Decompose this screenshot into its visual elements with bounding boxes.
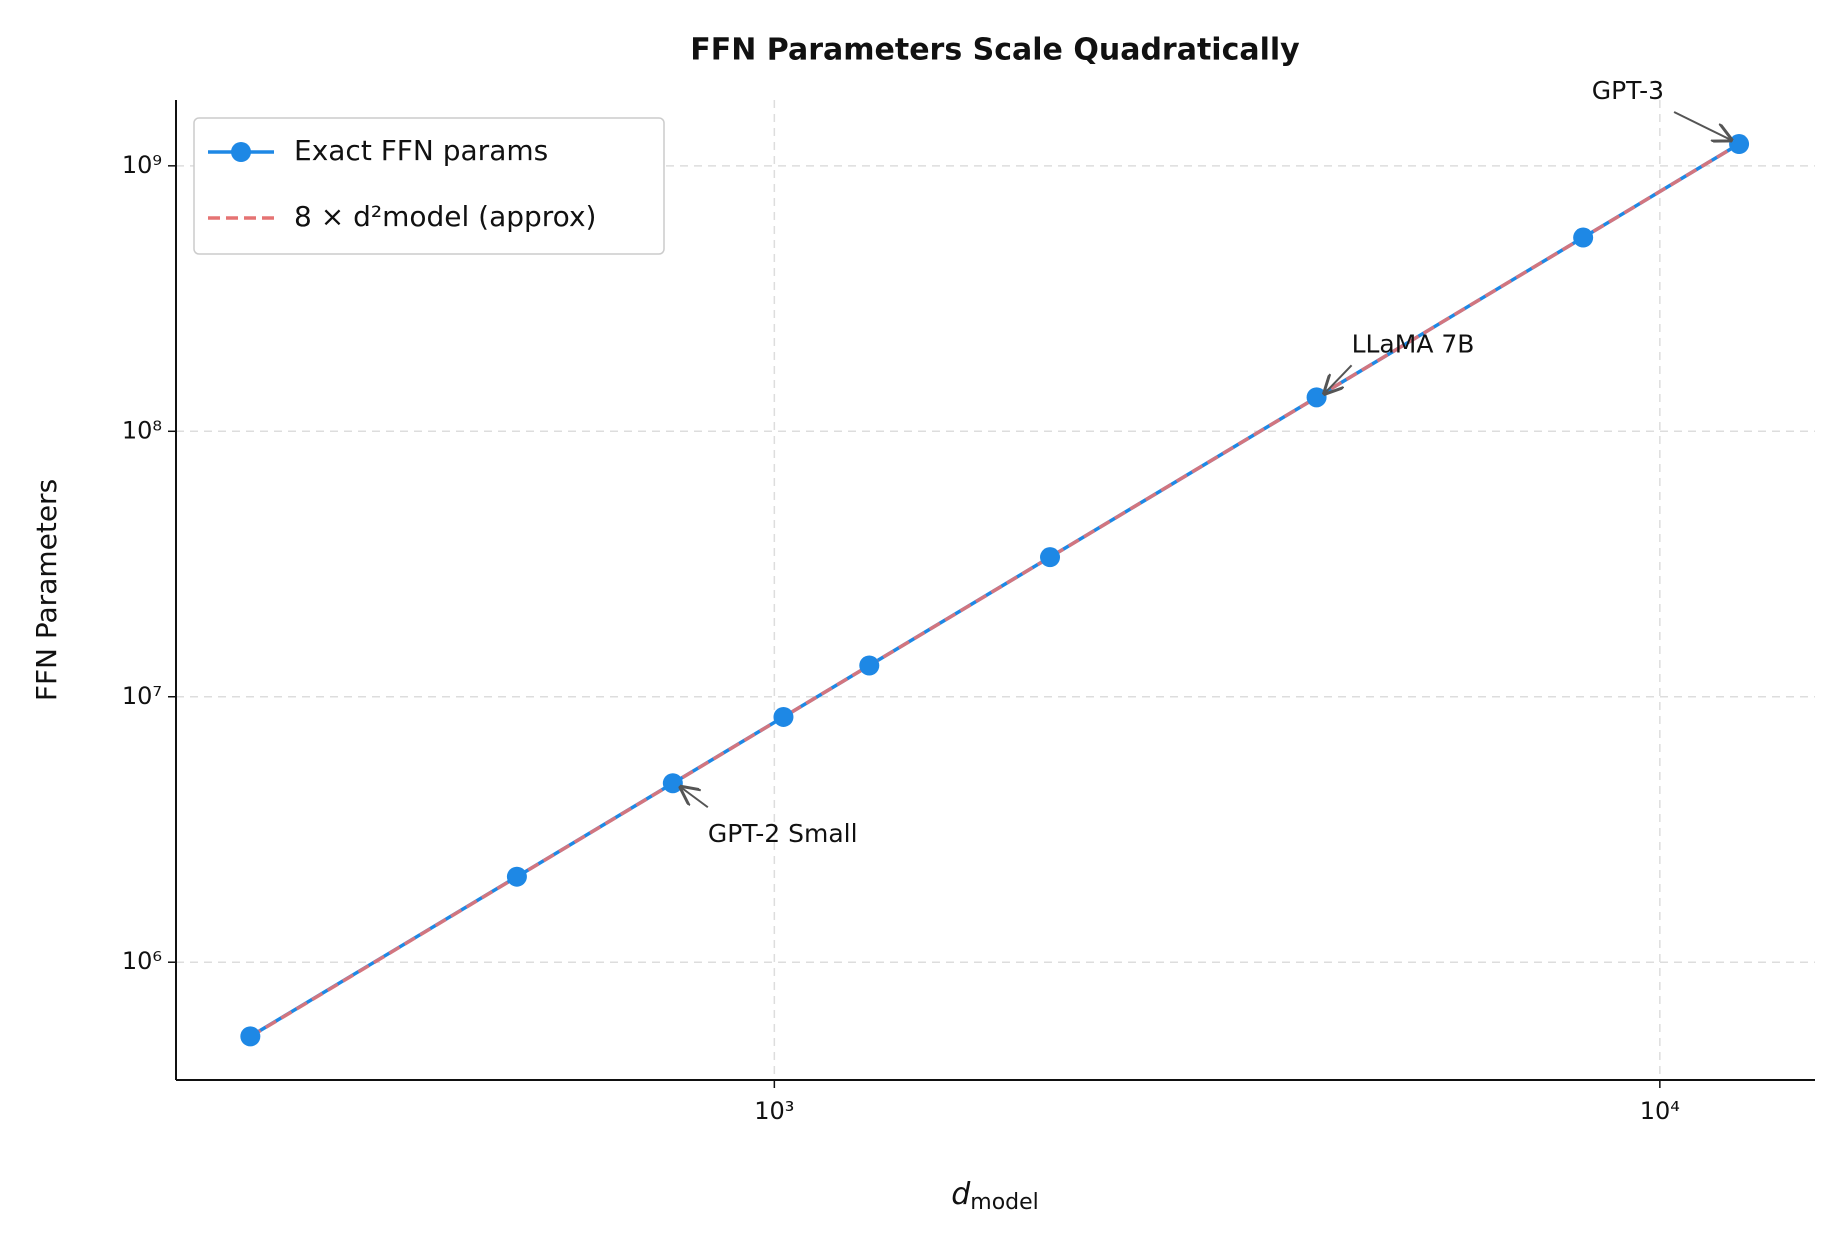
data-point bbox=[662, 773, 683, 794]
chart-title: FFN Parameters Scale Quadratically bbox=[690, 33, 1300, 68]
annotation: GPT-2 Small bbox=[708, 819, 858, 848]
x-axis-label: dmodel bbox=[951, 1177, 1039, 1216]
x-tick-label: 10³ bbox=[754, 1097, 794, 1125]
data-point bbox=[773, 706, 794, 727]
annotation-arrow bbox=[1325, 364, 1353, 393]
y-tick-label: 10⁸ bbox=[122, 416, 162, 444]
data-point bbox=[1306, 387, 1327, 408]
annotation: GPT-3 bbox=[1592, 76, 1664, 105]
annotation-arrow bbox=[681, 787, 709, 809]
data-point bbox=[1573, 227, 1594, 248]
annotation-arrow bbox=[1673, 111, 1731, 140]
y-tick-label: 10⁷ bbox=[122, 682, 162, 710]
y-axis-label: FFN Parameters bbox=[30, 479, 63, 701]
data-point bbox=[1729, 134, 1750, 155]
y-tick-label: 10⁹ bbox=[122, 151, 162, 179]
x-tick-label: 10⁴ bbox=[1640, 1097, 1680, 1125]
y-tick-label: 10⁶ bbox=[122, 947, 162, 975]
legend-label: Exact FFN params bbox=[294, 134, 548, 167]
data-point bbox=[859, 655, 880, 676]
x-label-main: d bbox=[951, 1177, 971, 1212]
legend: Exact FFN params 8 × d²model (approx) bbox=[193, 117, 665, 255]
data-point bbox=[506, 866, 527, 887]
annotation: LLaMA 7B bbox=[1352, 329, 1475, 358]
data-point bbox=[1040, 547, 1061, 568]
legend-label: 8 × d²model (approx) bbox=[294, 200, 596, 233]
x-label-sub: model bbox=[970, 1190, 1039, 1215]
data-point bbox=[240, 1026, 261, 1047]
legend-marker bbox=[231, 142, 251, 162]
legend-box bbox=[193, 117, 665, 255]
